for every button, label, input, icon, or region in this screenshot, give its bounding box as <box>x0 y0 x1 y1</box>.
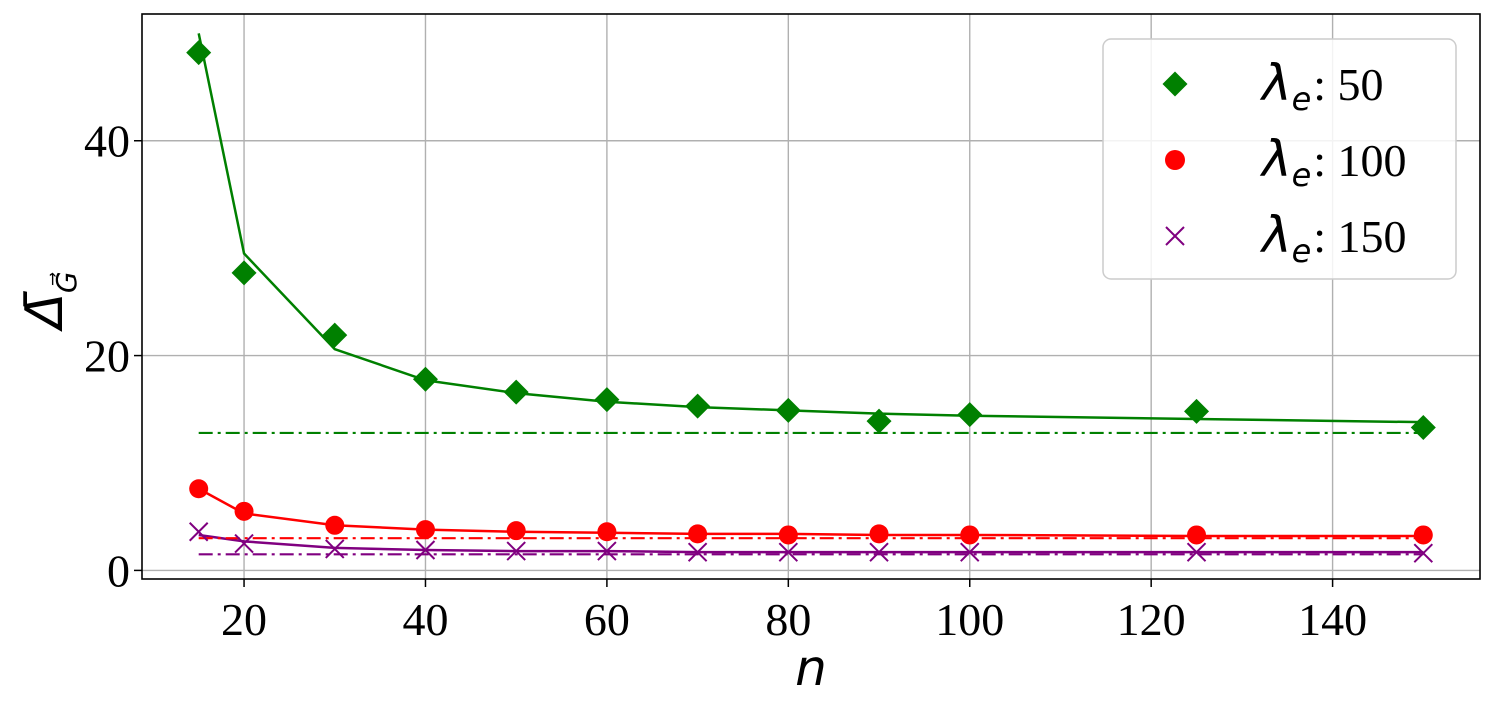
data-point <box>412 366 438 392</box>
data-point <box>322 322 348 348</box>
x-tick-label: 120 <box>1117 594 1186 645</box>
data-point <box>325 539 345 559</box>
data-point <box>1187 525 1207 545</box>
svg-text:Δ̄G⃗: Δ̄G⃗ <box>15 271 83 332</box>
legend-label: λe: 100 <box>1259 130 1407 194</box>
data-point <box>1184 398 1210 424</box>
legend-marker <box>1165 150 1185 170</box>
legend-box <box>1102 38 1457 280</box>
data-point <box>866 408 892 434</box>
legend-label: λe: 50 <box>1259 54 1384 118</box>
data-point <box>186 40 212 66</box>
data-point <box>597 522 617 542</box>
data-point <box>1413 543 1434 563</box>
data-point <box>687 542 708 562</box>
y-tick-label: 20 <box>84 331 130 382</box>
x-tick-label: 140 <box>1298 594 1367 645</box>
x-axis-label: n <box>795 639 827 697</box>
fit-line-1 <box>198 487 1424 538</box>
data-point <box>1410 415 1436 441</box>
data-point <box>597 541 617 561</box>
x-tick-label: 100 <box>935 594 1004 645</box>
data-point <box>1413 525 1433 545</box>
x-tick-label: 60 <box>584 594 630 645</box>
data-point <box>188 522 209 542</box>
legend-marker <box>1165 226 1185 246</box>
y-tick-label: 0 <box>107 545 130 596</box>
fit-lines <box>197 33 1424 554</box>
fit-line-2 <box>198 533 1424 554</box>
data-point <box>506 541 526 561</box>
plot-frame <box>141 13 1481 580</box>
legend-label: λe: 150 <box>1259 206 1407 270</box>
data-point <box>685 393 711 419</box>
data-point <box>503 379 529 405</box>
y-tick-label: 40 <box>84 116 130 167</box>
data-point <box>778 542 799 562</box>
y-axis-label-sub: G⃗ <box>49 271 83 293</box>
data-point <box>415 520 435 540</box>
data-point <box>688 524 708 544</box>
data-point <box>869 524 889 544</box>
data-point <box>960 525 980 545</box>
legend: λe: 50 λe: 100 λe: 150 <box>1102 38 1457 280</box>
x-axis-ticks: 20 40 60 80 100 120 140 <box>221 579 1367 645</box>
y-axis-ticks: 0 20 40 <box>84 116 142 596</box>
data-point <box>189 479 209 499</box>
x-tick-label: 80 <box>765 594 811 645</box>
data-point <box>957 402 983 428</box>
x-tick-label: 40 <box>402 594 448 645</box>
data-point <box>594 387 620 413</box>
data-point <box>415 540 436 560</box>
data-point <box>506 521 526 541</box>
fit-line-0 <box>197 33 1424 424</box>
data-markers <box>186 40 1436 563</box>
data-point <box>231 260 257 286</box>
data-point <box>778 525 798 545</box>
data-point <box>1186 542 1207 562</box>
y-axis-label-main: Δ̄ <box>15 290 75 333</box>
data-point <box>775 397 801 423</box>
data-point <box>869 542 889 562</box>
legend-marker <box>1162 71 1188 97</box>
data-point <box>325 515 345 535</box>
asymptote-lines <box>198 431 1424 556</box>
data-point <box>234 501 254 521</box>
data-point <box>234 533 254 554</box>
y-axis-label: Δ̄G⃗ <box>15 271 83 332</box>
x-tick-label: 20 <box>221 594 267 645</box>
data-point <box>960 542 980 562</box>
